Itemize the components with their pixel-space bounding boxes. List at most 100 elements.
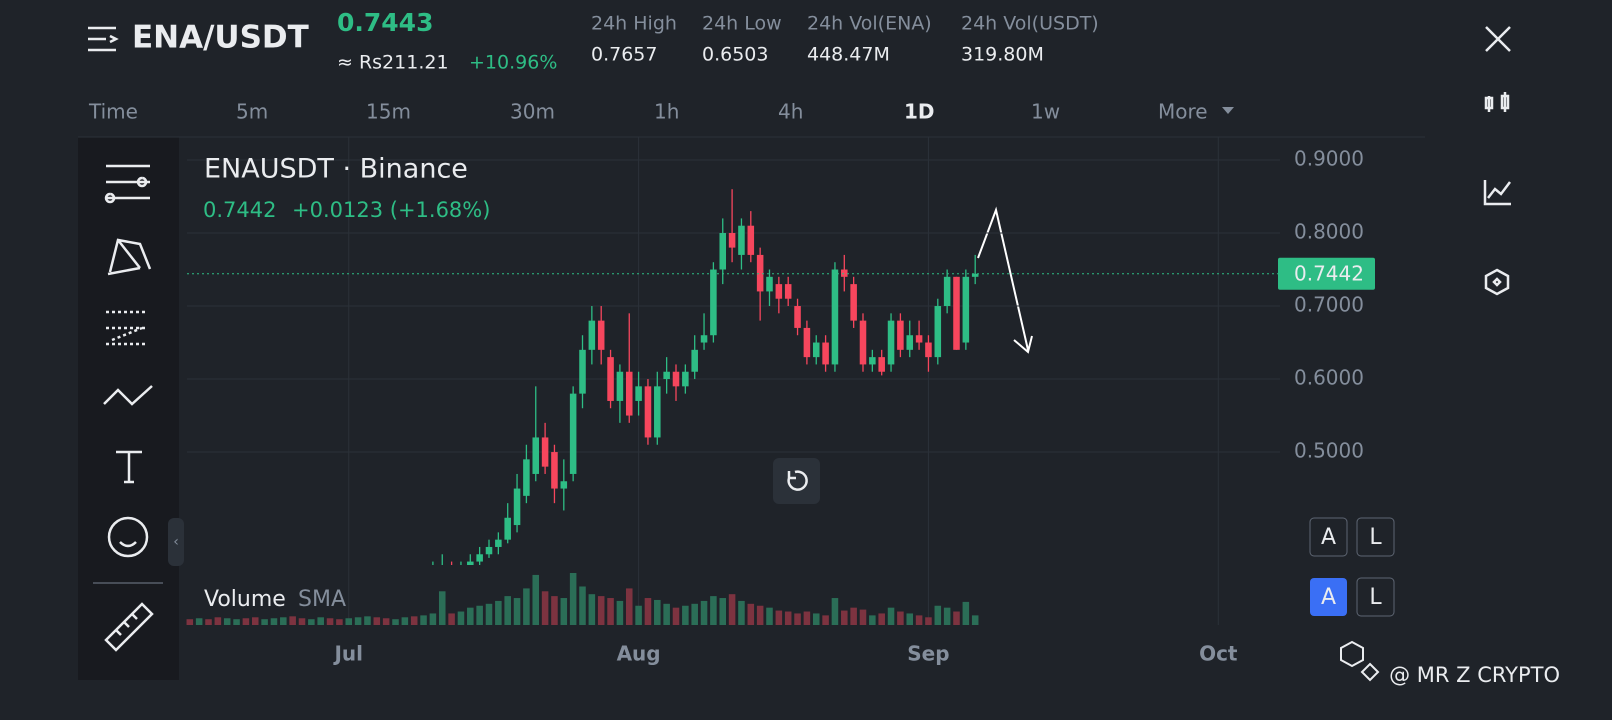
last-price-tag bbox=[1278, 257, 1375, 290]
volume-bar bbox=[756, 605, 764, 625]
candle-body bbox=[794, 306, 801, 328]
volume-bar bbox=[476, 605, 483, 625]
volume-bar bbox=[223, 618, 231, 625]
volume-bar bbox=[401, 617, 409, 625]
collapse-tab[interactable] bbox=[168, 518, 184, 566]
scale-button[interactable] bbox=[1356, 517, 1395, 557]
volume-bar bbox=[579, 586, 586, 625]
x-tick-label: Oct bbox=[1199, 642, 1238, 666]
timeframe[interactable]: More bbox=[1158, 100, 1208, 124]
volume-bar bbox=[364, 616, 371, 625]
candle-body bbox=[485, 546, 493, 555]
volume-bar bbox=[635, 605, 642, 625]
last-price-label: 0.7442 bbox=[1294, 261, 1364, 285]
volume-bar bbox=[738, 600, 745, 625]
stat-value: 0.6503 bbox=[702, 44, 768, 66]
candle-body bbox=[710, 269, 717, 336]
settings-icon[interactable] bbox=[1484, 268, 1510, 296]
volume-bar bbox=[233, 619, 240, 625]
volume-bar bbox=[663, 603, 670, 625]
candle-body bbox=[541, 437, 549, 467]
volume-bar bbox=[345, 618, 353, 625]
indicator-icon[interactable] bbox=[1483, 180, 1511, 206]
candle-body bbox=[906, 335, 914, 350]
volume-bar bbox=[195, 618, 203, 625]
candle-body bbox=[775, 284, 783, 299]
candle-body bbox=[663, 371, 670, 380]
watermark: @ MR Z CRYPTO bbox=[1389, 663, 1560, 687]
timeframe[interactable]: 5m bbox=[236, 100, 268, 124]
legend-last: 0.7442 bbox=[203, 198, 276, 222]
volume-bar bbox=[448, 613, 455, 625]
timeframe[interactable]: 30m bbox=[510, 100, 555, 124]
candle-body bbox=[523, 459, 530, 496]
close-button[interactable] bbox=[1485, 26, 1511, 52]
volume-bar bbox=[747, 603, 755, 625]
candle-body bbox=[943, 276, 951, 307]
collapse-arrow[interactable]: ‹ bbox=[173, 534, 179, 550]
candle-body bbox=[897, 320, 904, 350]
volume-bar bbox=[513, 598, 521, 625]
candle-body bbox=[719, 233, 727, 270]
scale-button-label: A bbox=[1321, 585, 1336, 610]
stat-label: 24h Low bbox=[702, 13, 782, 35]
volume-bar bbox=[410, 616, 418, 625]
candle-icon[interactable] bbox=[1484, 92, 1510, 112]
timeframe[interactable]: 1D bbox=[904, 100, 935, 124]
reset-button[interactable] bbox=[773, 458, 820, 504]
timeframe[interactable]: Time bbox=[88, 100, 138, 124]
volume-bar bbox=[298, 618, 306, 625]
arrow-annotation bbox=[977, 206, 1033, 354]
volume-bar bbox=[354, 617, 362, 625]
scale-button-label: L bbox=[1369, 585, 1382, 610]
pair[interactable]: ENA/USDT bbox=[132, 20, 309, 56]
volume-bar bbox=[644, 598, 652, 625]
volume-bar bbox=[710, 596, 717, 625]
y-tick-label: 0.7000 bbox=[1294, 293, 1364, 317]
volume-bar bbox=[560, 598, 568, 625]
volume-bar bbox=[850, 607, 857, 625]
timeframe[interactable]: 4h bbox=[778, 100, 803, 124]
candle-body bbox=[607, 357, 614, 401]
volume-bar bbox=[915, 615, 923, 625]
scale-button[interactable] bbox=[1310, 578, 1347, 616]
watermark-logo bbox=[1340, 640, 1380, 682]
candle-body bbox=[467, 561, 474, 565]
volume-bar bbox=[251, 617, 259, 625]
candle-body bbox=[887, 320, 895, 365]
change: +10.96% bbox=[469, 52, 557, 74]
candle-body bbox=[616, 371, 624, 401]
candle-body bbox=[747, 225, 755, 255]
candle-body bbox=[971, 273, 979, 277]
volume-bar bbox=[317, 617, 324, 625]
candle-body bbox=[831, 269, 839, 365]
scale-button[interactable] bbox=[1356, 577, 1395, 617]
timeframe[interactable]: 15m bbox=[366, 100, 411, 124]
volume-bar bbox=[392, 619, 399, 625]
volume-bar bbox=[878, 613, 885, 625]
candle-body bbox=[784, 284, 792, 299]
candle-body bbox=[915, 335, 923, 343]
volume-bar bbox=[457, 611, 465, 625]
volume-bar bbox=[700, 600, 708, 625]
timeframe[interactable]: 1w bbox=[1031, 100, 1060, 124]
volume-bar bbox=[429, 613, 437, 625]
candle-body bbox=[635, 386, 642, 401]
volume-bar bbox=[280, 617, 287, 625]
volume-bar bbox=[625, 588, 633, 625]
volume-bar bbox=[784, 611, 792, 625]
y-tick-label: 0.9000 bbox=[1294, 146, 1364, 170]
menu-icon[interactable] bbox=[88, 26, 119, 52]
volume-bar bbox=[336, 619, 343, 625]
volume-bar bbox=[775, 610, 783, 625]
scale-button[interactable] bbox=[1309, 517, 1348, 557]
volume-bar bbox=[841, 610, 848, 625]
volume-bar bbox=[467, 607, 474, 625]
candle-body bbox=[841, 269, 848, 277]
timeframe[interactable]: 1h bbox=[654, 100, 679, 124]
volume-bar bbox=[569, 573, 577, 625]
chart-title: ENAUSDT · Binance bbox=[204, 154, 468, 185]
volume-bar bbox=[551, 596, 558, 625]
legend-change: +0.0123 (+1.68%) bbox=[292, 198, 490, 222]
